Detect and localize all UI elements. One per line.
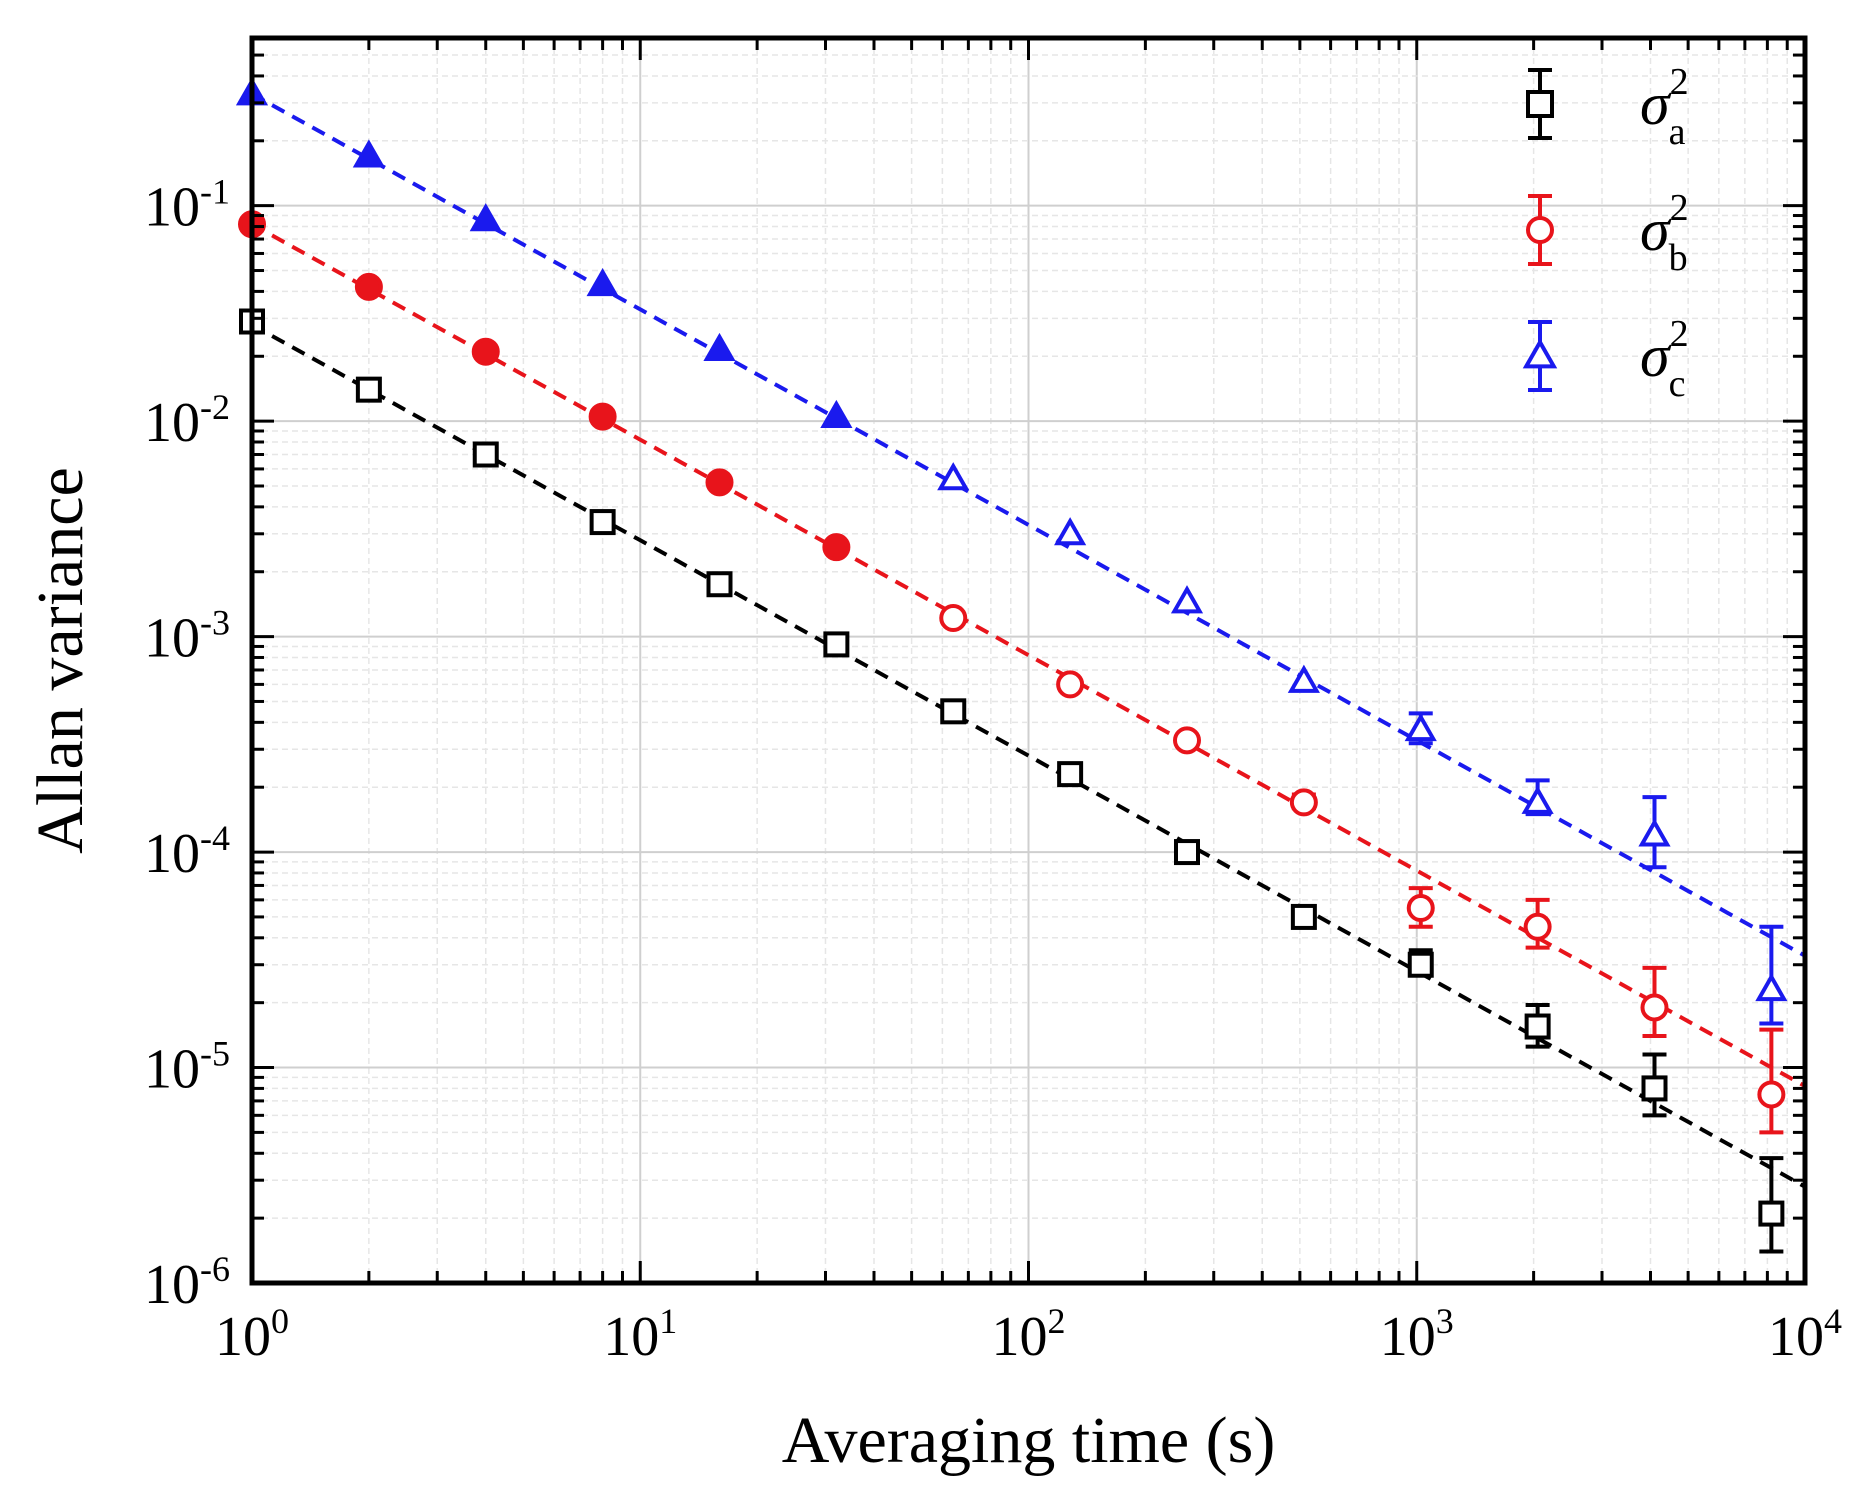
point-a: [1758, 1200, 1785, 1227]
y-tick-label: 10-1: [144, 172, 230, 239]
point-c: [1404, 712, 1437, 742]
point-a: [1173, 839, 1200, 866]
point-c: [1755, 972, 1788, 1002]
point-b: [1640, 993, 1669, 1022]
x-tick-label: 100: [215, 1301, 289, 1368]
point-b: [1289, 788, 1318, 817]
y-tick-label: 10-2: [144, 387, 230, 454]
x-tick-label: 101: [603, 1301, 677, 1368]
point-a: [1524, 1013, 1551, 1040]
point-c: [1521, 785, 1554, 814]
point-b: [939, 603, 968, 632]
point-c: [586, 267, 619, 297]
x-tick-label: 104: [1768, 1301, 1842, 1368]
point-a: [1057, 761, 1084, 788]
point-b: [705, 468, 734, 497]
point-a: [940, 698, 967, 725]
point-c: [1638, 818, 1671, 847]
fit-line-b: [251, 222, 1806, 1088]
point-c: [469, 203, 502, 232]
point-a: [472, 441, 499, 468]
x-tick-label: 102: [992, 1301, 1066, 1368]
point-a: [355, 376, 382, 403]
point-b: [471, 337, 500, 366]
y-tick-label: 10-6: [144, 1249, 230, 1316]
legend: σ2 a σ2 b σ2 c: [1522, 61, 1689, 405]
point-b: [1523, 912, 1552, 941]
y-tick-label: 10-5: [144, 1034, 230, 1101]
point-c: [703, 332, 736, 361]
tick-labels: 100 101 102 103 104 10-6 10-5 10-4 10-3 10-2 10-1: [144, 172, 1842, 1368]
legend-label-b: σ2 b: [1640, 187, 1689, 279]
fit-line-a: [251, 323, 1806, 1189]
point-a: [706, 571, 733, 598]
point-c: [1170, 585, 1204, 614]
point-c: [820, 399, 853, 429]
y-tick-label: 10-3: [144, 603, 230, 670]
point-b: [354, 272, 383, 301]
point-b: [1406, 894, 1435, 923]
y-tick-label: 10-4: [144, 818, 230, 885]
point-a: [1407, 951, 1434, 978]
axis-ticks: [250, 38, 1805, 1285]
point-b: [1056, 670, 1085, 699]
legend-marker-a: [1526, 90, 1554, 118]
point-a: [1641, 1075, 1668, 1102]
grid: [251, 38, 1805, 1284]
point-a: [1290, 903, 1317, 930]
point-a: [589, 509, 616, 536]
point-b: [1172, 726, 1201, 755]
legend-label-c: σ2 c: [1640, 313, 1689, 405]
x-axis-title: Averaging time (s): [782, 1404, 1276, 1477]
point-c: [1054, 517, 1087, 546]
point-b: [1757, 1080, 1786, 1109]
point-b: [588, 402, 617, 431]
legend-label-a: σ2 a: [1640, 61, 1689, 153]
data-points: [235, 77, 1788, 1254]
point-c: [1287, 664, 1320, 693]
point-c: [352, 139, 385, 168]
legend-marker-b: [1526, 216, 1554, 244]
x-tick-label: 103: [1380, 1301, 1454, 1368]
y-axis-title: Allan variance: [24, 467, 97, 854]
point-a: [823, 631, 850, 658]
point-c: [937, 462, 970, 491]
legend-marker-c: [1522, 338, 1558, 369]
point-b: [822, 533, 851, 562]
